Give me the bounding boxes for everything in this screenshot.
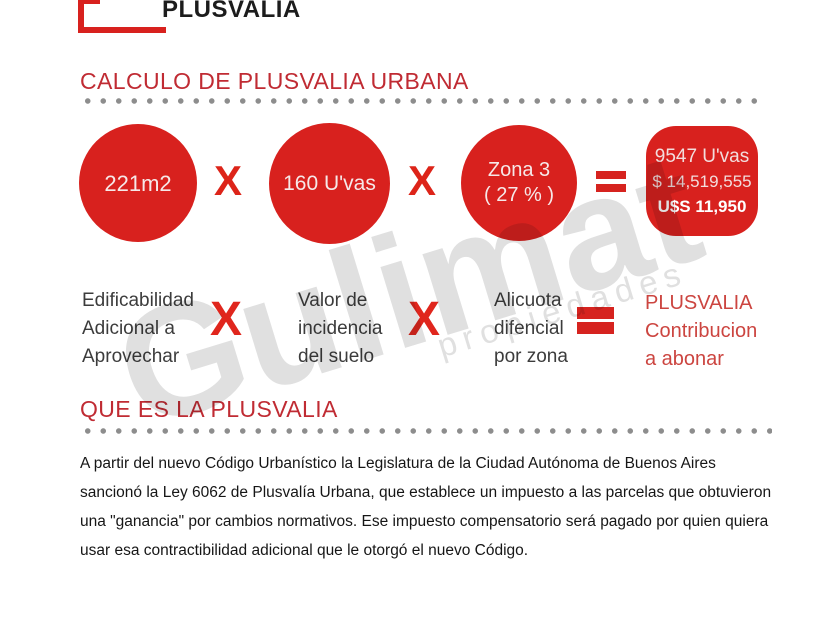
factor-circle-valor-incidencia: 160 U'vas — [269, 123, 390, 244]
brand-name: PLUSVALIA — [162, 0, 301, 23]
equals-icon — [577, 307, 614, 334]
about-section-title: QUE ES LA PLUSVALIA — [80, 396, 338, 422]
multiply-operator: X — [214, 157, 243, 204]
legend-line: del suelo — [298, 346, 375, 367]
brand-logo-stub-icon — [84, 0, 100, 4]
equals-icon — [596, 171, 626, 192]
legend-alicuota: Alicuota difencial por zona — [494, 287, 568, 371]
result-dollars: U$S 11,950 — [657, 196, 747, 216]
legend-valor-incidencia: Valor de incidencia del suelo — [298, 287, 383, 371]
legend-line: Alicuota — [494, 290, 562, 311]
legend-line: a abonar — [645, 348, 724, 370]
legend-edificabilidad: Edificabilidad Adicional a Aprovechar — [82, 287, 194, 371]
factor-circle-edificabilidad: 221m2 — [79, 124, 197, 242]
result-box: 9547 U'vas $ 14,519,555 U$S 11,950 — [646, 126, 758, 236]
factor-circle-alicuota-zona: Zona 3 ( 27 % ) — [461, 125, 577, 241]
factor-value: Zona 3 — [487, 159, 551, 181]
legend-line: difencial — [494, 318, 564, 339]
legend-line: PLUSVALIA — [645, 292, 753, 314]
about-paragraph: A partir del nuevo Código Urbanístico la… — [80, 455, 772, 559]
legend-line: por zona — [494, 346, 568, 367]
dotted-divider — [80, 427, 772, 435]
multiply-operator: X — [210, 293, 243, 346]
factor-value: 160 U'vas — [283, 172, 376, 195]
brand-logo-corner-icon — [78, 0, 166, 33]
calc-section-title: CALCULO DE PLUSVALIA URBANA — [80, 68, 469, 94]
result-uvas: 9547 U'vas — [654, 145, 750, 167]
legend-line: incidencia — [298, 318, 383, 339]
factor-value: ( 27 % ) — [483, 184, 555, 206]
legend-line: Aprovechar — [82, 346, 180, 367]
legend-plusvalia-result: PLUSVALIA Contribucion a abonar — [645, 289, 757, 373]
factor-value: 221m2 — [104, 170, 172, 196]
multiply-operator: X — [408, 157, 437, 204]
legend-line: Contribucion — [645, 320, 758, 342]
dotted-divider — [80, 97, 764, 105]
legend-line: Edificabilidad — [82, 290, 194, 311]
legend-line: Valor de — [298, 290, 368, 311]
multiply-operator: X — [408, 293, 441, 346]
result-pesos: $ 14,519,555 — [652, 171, 752, 191]
legend-line: Adicional a — [82, 318, 175, 339]
